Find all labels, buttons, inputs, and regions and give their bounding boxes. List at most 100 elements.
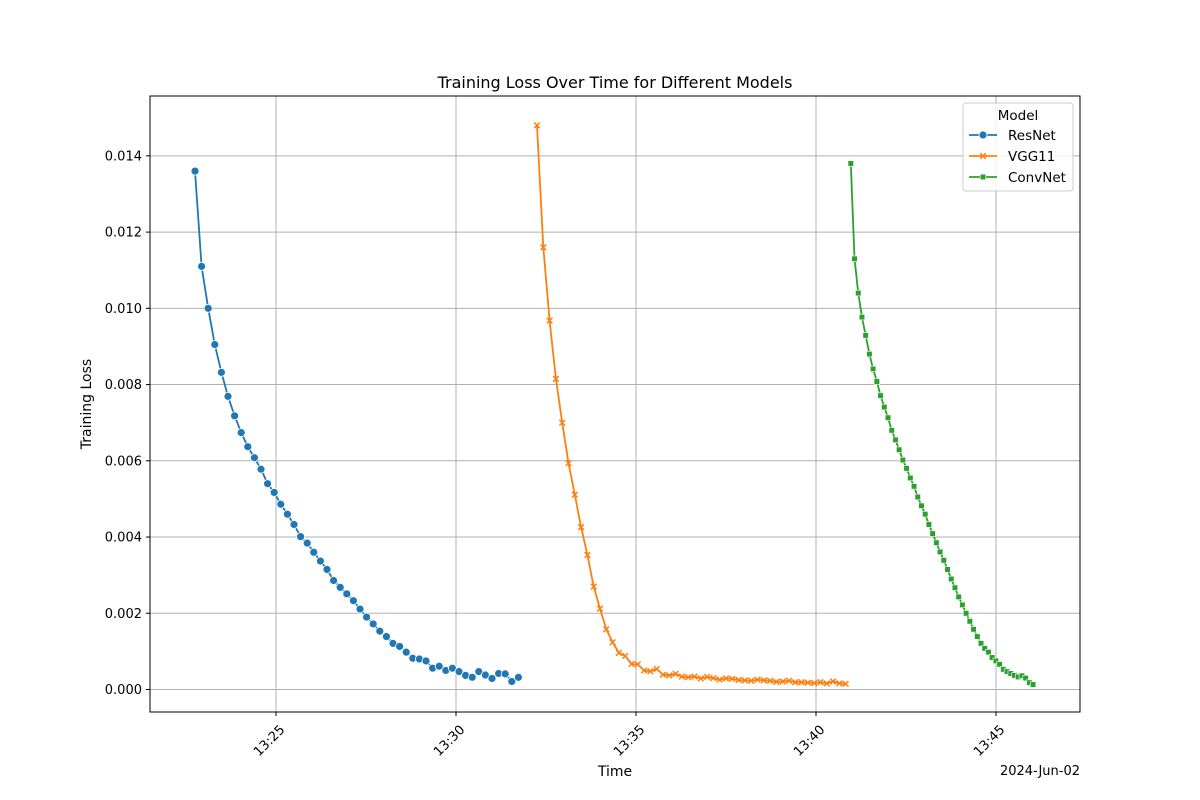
data-point xyxy=(665,672,673,679)
data-point xyxy=(539,244,547,251)
data-point xyxy=(691,673,698,680)
y-tick-label: 0.008 xyxy=(105,378,142,393)
data-point xyxy=(779,678,787,685)
data-point xyxy=(966,618,973,625)
data-point xyxy=(500,669,510,679)
grid xyxy=(150,96,1080,712)
data-point xyxy=(884,414,892,421)
data-point xyxy=(249,453,259,463)
data-point xyxy=(335,582,345,592)
data-point xyxy=(862,332,869,339)
data-point xyxy=(302,538,312,548)
data-point xyxy=(640,667,648,674)
data-point xyxy=(804,679,812,686)
data-point xyxy=(596,605,604,613)
data-point xyxy=(948,575,955,583)
data-point xyxy=(836,680,843,687)
data-point xyxy=(981,645,988,652)
series-convnet xyxy=(847,160,1037,688)
data-point xyxy=(565,459,572,467)
data-point xyxy=(342,589,352,599)
data-point xyxy=(741,677,749,684)
data-point xyxy=(810,679,818,687)
data-point xyxy=(823,680,831,687)
data-point xyxy=(703,673,711,681)
data-point xyxy=(653,665,661,673)
series-vgg11 xyxy=(533,122,850,688)
data-point xyxy=(974,633,981,640)
data-point xyxy=(434,661,444,671)
data-point xyxy=(628,660,635,668)
data-point xyxy=(697,675,705,682)
data-point xyxy=(791,678,799,686)
data-point xyxy=(785,677,793,685)
data-point xyxy=(210,340,220,349)
data-point xyxy=(571,491,579,499)
data-point xyxy=(979,173,987,181)
y-axis-label: Training Loss xyxy=(79,359,95,450)
data-point xyxy=(970,626,977,633)
data-point xyxy=(914,493,921,501)
data-point xyxy=(951,584,959,591)
y-tick-label: 0.014 xyxy=(105,149,142,164)
data-point xyxy=(659,671,667,678)
series-layer xyxy=(190,122,1037,688)
data-point xyxy=(296,532,306,542)
data-point xyxy=(855,289,862,297)
data-point xyxy=(773,678,780,686)
data-point xyxy=(992,657,999,665)
data-point xyxy=(829,678,837,685)
data-point xyxy=(978,130,988,140)
data-point xyxy=(621,652,629,660)
data-point xyxy=(892,436,899,443)
chart-title: Training Loss Over Time for Different Mo… xyxy=(437,73,793,92)
data-point xyxy=(959,601,966,608)
y-tick-label: 0.010 xyxy=(105,302,142,317)
data-point xyxy=(722,675,730,682)
y-tick-label: 0.012 xyxy=(105,226,142,241)
data-point xyxy=(851,255,858,262)
data-point xyxy=(590,583,598,590)
data-point xyxy=(910,483,918,490)
data-point xyxy=(533,122,541,129)
data-point xyxy=(684,673,692,681)
data-point xyxy=(634,661,642,668)
data-point xyxy=(858,313,866,321)
legend-box xyxy=(962,102,1074,192)
data-point xyxy=(552,375,560,383)
data-point xyxy=(514,672,523,682)
data-point xyxy=(936,548,944,556)
data-point xyxy=(276,499,286,509)
data-point xyxy=(615,649,623,657)
data-point xyxy=(842,680,850,688)
data-point xyxy=(996,661,1003,668)
data-point xyxy=(558,419,566,427)
data-point xyxy=(710,674,717,682)
data-point xyxy=(678,673,686,680)
data-point xyxy=(329,576,339,585)
data-point xyxy=(735,676,742,684)
data-point xyxy=(203,303,213,313)
data-point xyxy=(577,523,585,531)
data-point xyxy=(672,670,679,678)
data-point xyxy=(888,427,895,434)
data-point xyxy=(216,367,226,377)
data-point xyxy=(955,593,962,600)
data-point xyxy=(197,261,207,271)
data-point xyxy=(236,428,246,437)
data-point xyxy=(289,520,299,529)
data-point xyxy=(269,488,279,497)
data-point xyxy=(881,403,888,411)
data-point xyxy=(977,640,985,647)
y-tick-label: 0.006 xyxy=(105,454,142,469)
data-point xyxy=(375,626,385,636)
data-point xyxy=(817,678,824,686)
data-point xyxy=(944,566,951,573)
data-point xyxy=(940,557,947,564)
data-point xyxy=(963,610,970,617)
data-point xyxy=(609,638,616,646)
data-point xyxy=(989,654,996,661)
data-point xyxy=(728,675,736,683)
data-point xyxy=(256,464,266,474)
